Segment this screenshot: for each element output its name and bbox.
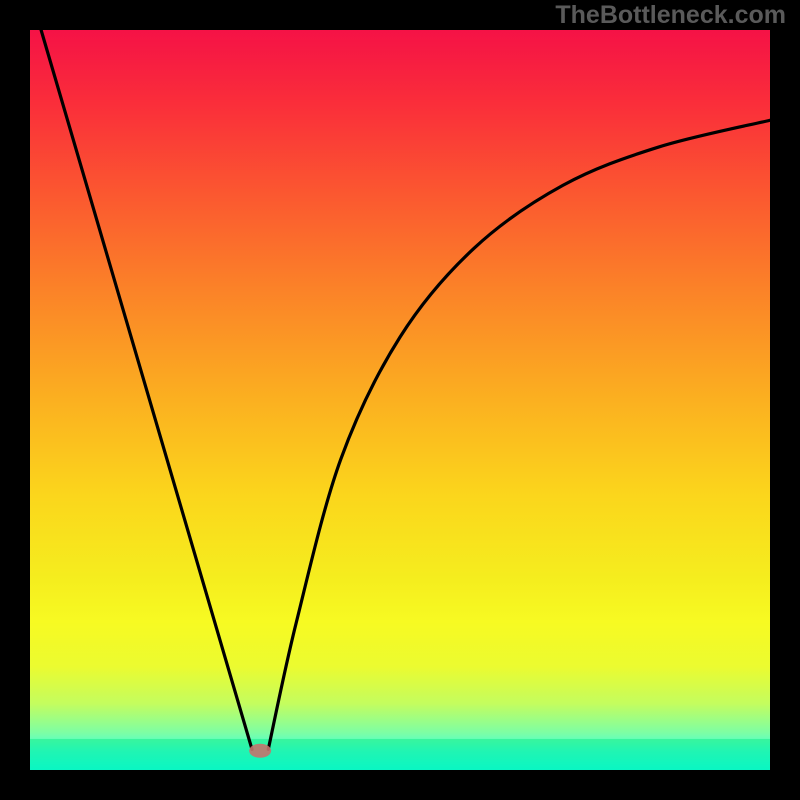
min-marker (249, 744, 271, 758)
green-band (30, 739, 770, 770)
plot-area (30, 30, 770, 770)
chart-root: TheBottleneck.com (0, 0, 800, 800)
gradient-background (30, 30, 770, 770)
plot-svg (30, 30, 770, 770)
watermark-text: TheBottleneck.com (0, 0, 800, 30)
